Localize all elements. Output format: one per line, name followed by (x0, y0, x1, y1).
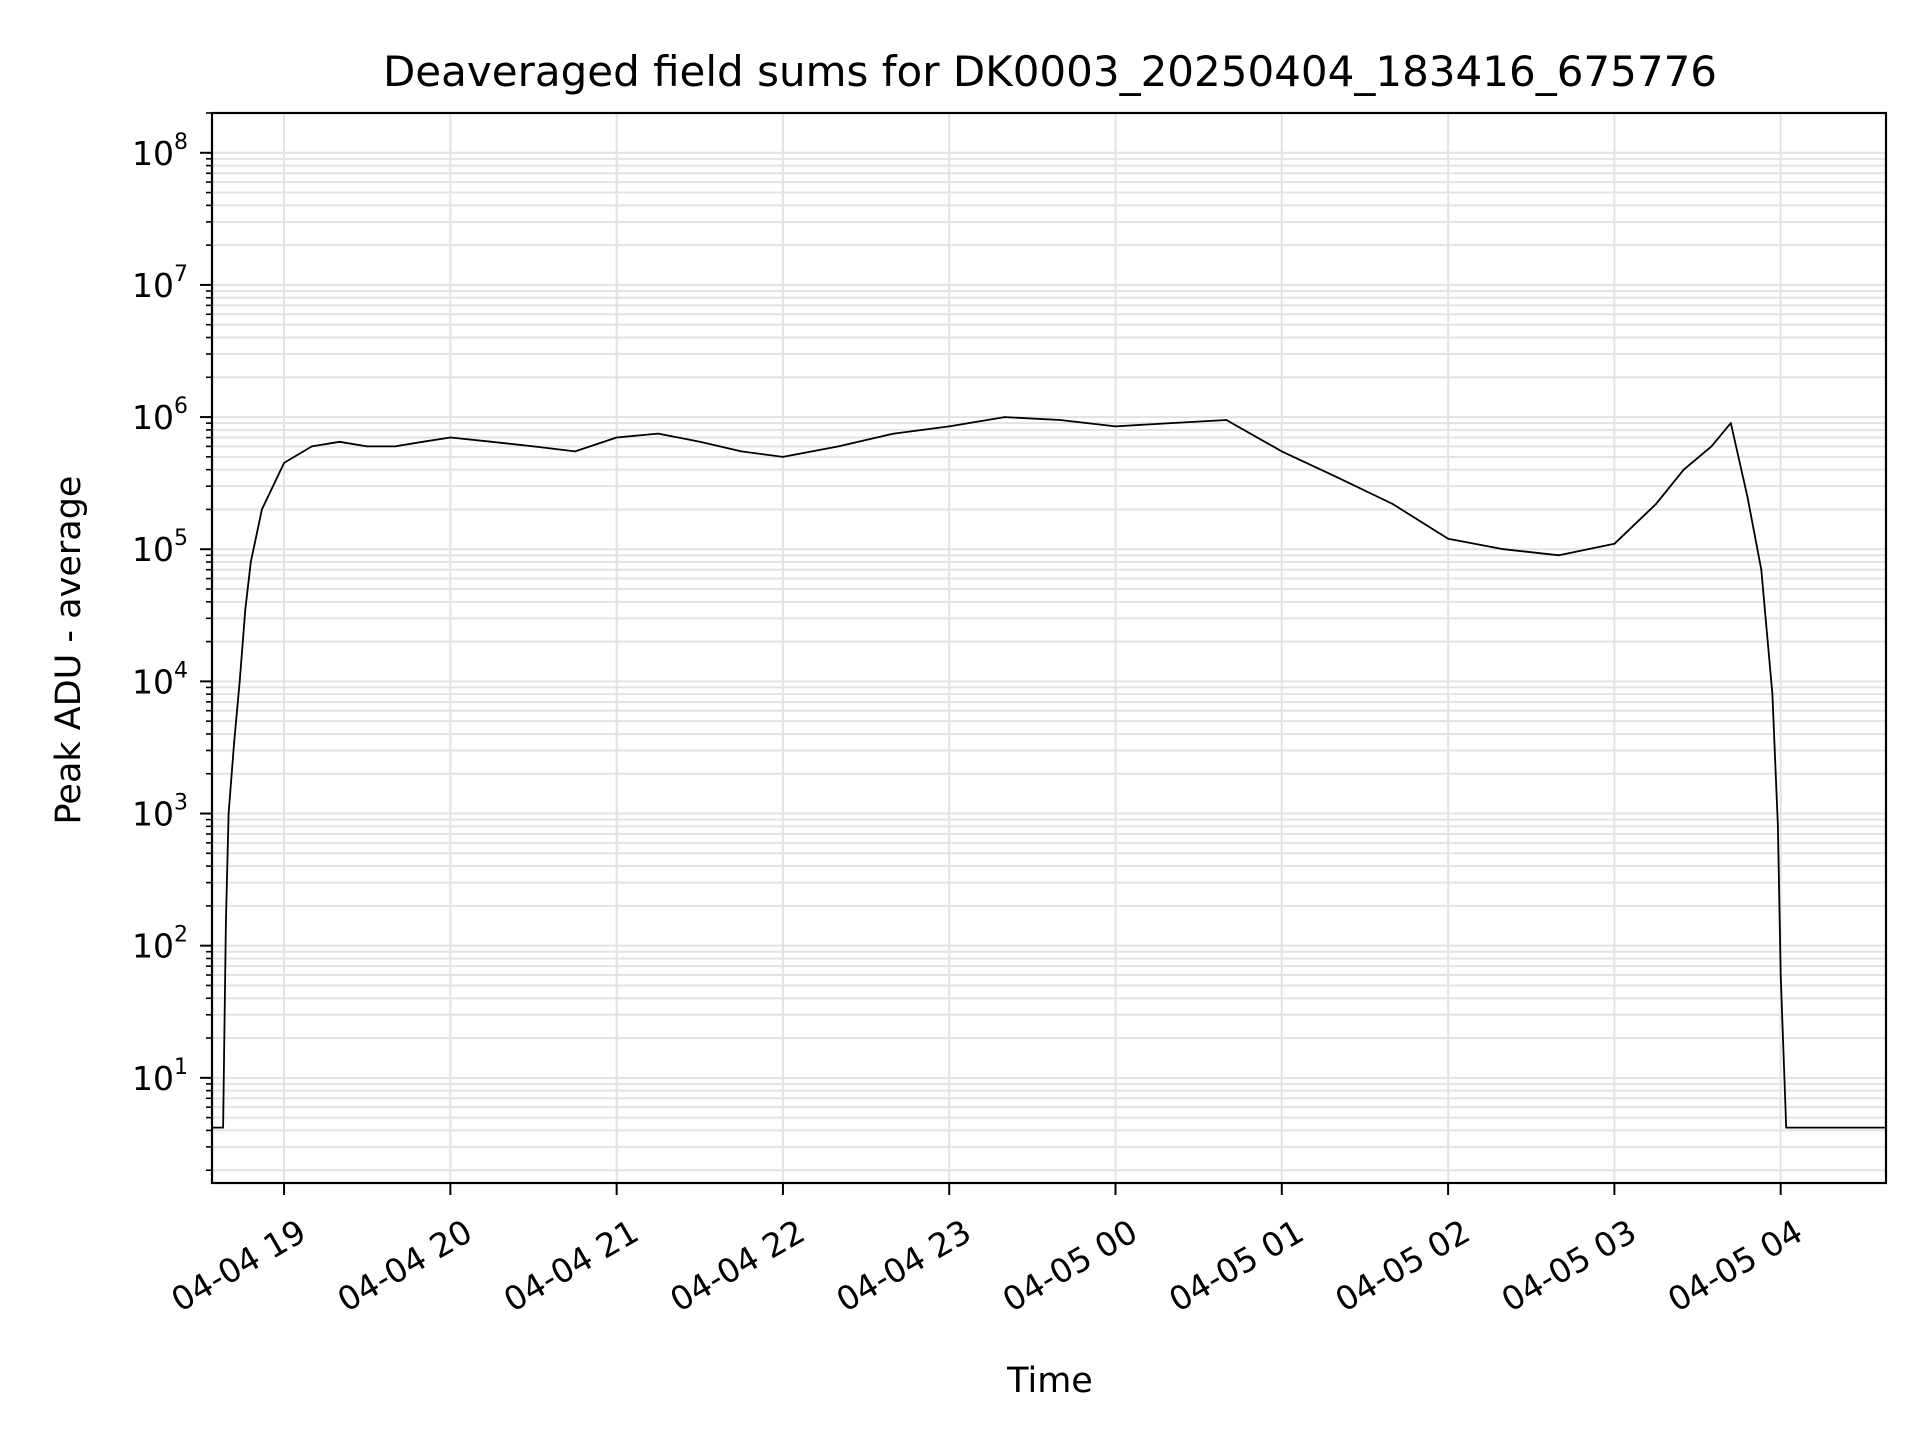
data-point (1280, 450, 1283, 453)
data-point (1682, 468, 1685, 471)
y-axis-label: Peak ADU - average (49, 476, 89, 825)
data-point (532, 445, 535, 448)
data-point (366, 445, 369, 448)
data-point (394, 445, 396, 448)
data-point (1114, 425, 1117, 428)
x-tick-label: 04-05 00 (996, 1212, 1144, 1320)
plot-area-frame (210, 111, 1888, 1185)
data-point (1779, 974, 1782, 976)
data-point (1225, 419, 1228, 421)
data-point (1777, 825, 1779, 828)
axis-ticks: 04-04 19 04-04 20 04-04 21 04-04 22 04-04 23… (132, 112, 1809, 1320)
data-point (249, 561, 252, 563)
data-point (238, 680, 241, 683)
data-point (657, 432, 660, 435)
data-point (310, 445, 313, 448)
data-point (740, 450, 743, 453)
data-point (615, 436, 618, 439)
data-point (421, 440, 424, 443)
data-point (222, 1126, 224, 1129)
x-tick-label: 04-05 01 (1162, 1212, 1310, 1320)
data-point (574, 450, 576, 453)
data-point (224, 921, 227, 924)
y-tick-label: 101 (132, 1055, 188, 1098)
data-point (1447, 537, 1449, 540)
data-point (1785, 1126, 1788, 1129)
data-point (1391, 503, 1394, 505)
data-point (1059, 419, 1061, 421)
data-point (892, 432, 895, 435)
data-point (837, 445, 840, 448)
data-point (1170, 422, 1172, 425)
x-axis-label: Time (1006, 1361, 1093, 1401)
data-point (698, 440, 701, 443)
data-point (1746, 495, 1749, 498)
data-point (227, 812, 230, 815)
y-tick-label: 102 (132, 923, 188, 966)
data-point (1655, 503, 1657, 505)
data-point (233, 740, 236, 743)
y-tick-label: 107 (132, 262, 188, 305)
grid-lines (212, 112, 1886, 1183)
x-tick-label: 04-04 19 (164, 1212, 312, 1320)
data-point (244, 608, 247, 611)
data-point (283, 462, 285, 464)
data-point (1729, 422, 1732, 425)
data-point (1710, 445, 1713, 448)
data-point (1613, 542, 1616, 545)
y-tick-label: 108 (132, 130, 188, 173)
chart-title: Deaveraged field sums for DK0003_2025040… (383, 47, 1717, 96)
data-point (1760, 568, 1763, 571)
data-point (948, 425, 951, 428)
x-tick-label: 04-05 04 (1661, 1212, 1809, 1320)
data-point (1771, 693, 1774, 696)
x-tick-label: 04-04 23 (830, 1212, 978, 1320)
x-tick-label: 04-05 02 (1329, 1212, 1477, 1320)
series-line (212, 416, 1886, 1129)
data-point (449, 436, 452, 439)
data-layer (211, 416, 1887, 1129)
x-tick-label: 04-04 22 (663, 1212, 811, 1320)
x-tick-label: 04-05 03 (1495, 1212, 1643, 1320)
y-tick-label: 104 (132, 658, 188, 701)
x-tick-label: 04-04 21 (497, 1212, 645, 1320)
y-tick-label: 103 (132, 791, 188, 834)
data-point (1558, 554, 1560, 557)
data-point (338, 440, 341, 443)
y-tick-label: 105 (132, 526, 188, 569)
data-point (260, 508, 263, 511)
data-point (1003, 416, 1006, 418)
data-point (782, 455, 784, 458)
y-tick-label: 106 (132, 394, 188, 437)
data-point (272, 485, 274, 488)
data-point (1336, 476, 1339, 479)
data-point (491, 440, 493, 443)
x-tick-label: 04-04 20 (331, 1212, 479, 1320)
data-point (1502, 548, 1505, 551)
